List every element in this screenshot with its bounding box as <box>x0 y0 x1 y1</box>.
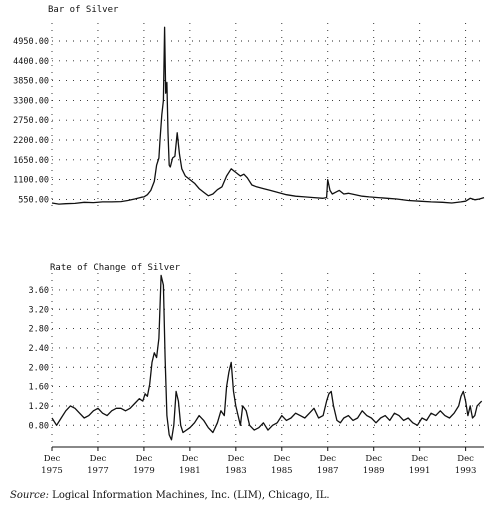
y-tick-label: 3850.00 <box>13 77 49 87</box>
x-tick-month: Dec <box>411 454 428 464</box>
x-tick-month: Dec <box>319 454 336 464</box>
bottom-chart-title: Rate of Change of Silver <box>50 263 181 273</box>
rate-of-change-chart: Rate of Change of Silver 3.60 3.20 2.80 2.4… <box>29 263 484 476</box>
y-tick-label: 0.80 <box>29 421 49 431</box>
source-label: Source: <box>10 490 49 501</box>
x-tick-month: Dec <box>44 454 61 464</box>
x-tick-year: 1983 <box>225 466 247 476</box>
y-tick-label: 3.20 <box>29 305 49 315</box>
x-tick-year: 1975 <box>41 466 63 476</box>
x-tick-year: 1993 <box>455 466 477 476</box>
y-tick-label: 2750.00 <box>13 116 49 126</box>
x-tick-month: Dec <box>273 454 290 464</box>
x-tick-year: 1979 <box>133 466 155 476</box>
y-tick-label: 2.00 <box>29 363 49 373</box>
source-note: Source: Logical Information Machines, In… <box>10 490 330 501</box>
y-tick-label: 2200.00 <box>13 136 49 146</box>
y-tick-label: 2.80 <box>29 325 49 335</box>
y-tick-label: 550.00 <box>18 195 49 205</box>
top-chart-title: Bar of Silver <box>48 5 119 15</box>
y-tick-label: 4950.00 <box>13 37 49 47</box>
x-tick-year: 1981 <box>179 466 201 476</box>
x-tick-month: Dec <box>228 454 245 464</box>
x-tick-month: Dec <box>365 454 382 464</box>
y-tick-label: 3.60 <box>29 286 49 296</box>
y-tick-label: 1650.00 <box>13 156 49 166</box>
rate-of-change-line <box>51 274 483 441</box>
x-tick-month: Dec <box>136 454 153 464</box>
bar-of-silver-chart: Bar of Silver 4950.00 4400.00 3850.00 3300.… <box>13 5 485 212</box>
x-tick-year: 1991 <box>409 466 431 476</box>
x-tick-year: 1989 <box>363 466 385 476</box>
y-tick-label: 3300.00 <box>13 96 49 106</box>
x-tick-month: Dec <box>90 454 107 464</box>
x-tick-year: 1987 <box>317 466 339 476</box>
y-tick-label: 2.40 <box>29 344 49 354</box>
y-tick-label: 1.60 <box>29 383 49 393</box>
y-tick-label: 1.20 <box>29 402 49 412</box>
y-tick-label: 4400.00 <box>13 57 49 67</box>
x-tick-month: Dec <box>457 454 474 464</box>
source-text: Logical Information Machines, Inc. (LIM)… <box>52 490 330 501</box>
silver-price-line <box>51 26 485 205</box>
y-tick-label: 1100.00 <box>13 176 49 186</box>
x-tick-year: 1977 <box>87 466 109 476</box>
x-tick-month: Dec <box>182 454 199 464</box>
x-tick-year: 1985 <box>271 466 293 476</box>
